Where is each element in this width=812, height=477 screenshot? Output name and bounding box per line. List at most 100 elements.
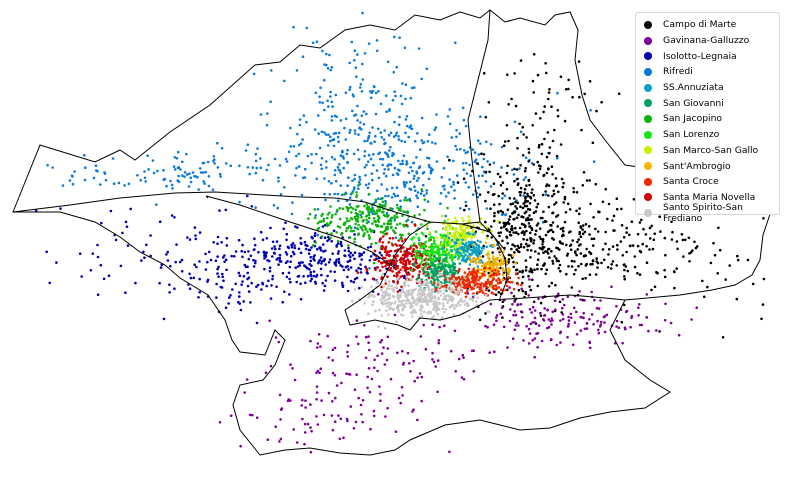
listing-point	[384, 265, 387, 268]
listing-point	[337, 260, 341, 263]
listing-point	[450, 297, 453, 300]
listing-point	[355, 205, 359, 208]
legend-label: Santo Spirito-San Frediano	[663, 202, 743, 225]
listing-point	[417, 280, 421, 284]
listing-point	[418, 292, 421, 295]
listing-point	[453, 329, 457, 333]
listing-point	[259, 230, 263, 234]
listing-point	[321, 49, 324, 53]
listing-point	[384, 228, 388, 232]
listing-point	[438, 273, 442, 277]
listing-point	[425, 285, 429, 289]
listing-point	[461, 238, 464, 242]
listing-point	[633, 265, 637, 269]
listing-point	[323, 223, 327, 227]
listing-point	[459, 236, 462, 240]
listing-point	[562, 303, 566, 307]
listing-point	[483, 267, 486, 270]
listing-point	[444, 234, 448, 238]
listing-point	[677, 333, 681, 337]
listing-point	[461, 106, 465, 110]
listing-point	[395, 259, 398, 263]
listing-point	[488, 170, 491, 174]
listing-point	[405, 199, 409, 202]
listing-point	[623, 277, 626, 281]
listing-point	[408, 301, 411, 305]
listing-point	[408, 262, 411, 266]
listing-point	[461, 228, 465, 231]
listing-point	[487, 191, 490, 194]
listing-point	[482, 153, 486, 156]
listing-point	[301, 417, 304, 421]
listing-point	[330, 100, 334, 104]
listing-point	[442, 292, 445, 295]
listing-point	[121, 231, 124, 235]
listing-point	[508, 215, 512, 218]
listing-point	[427, 274, 431, 278]
boundary-isolotto-east	[205, 195, 209, 199]
listing-point	[579, 235, 583, 238]
listing-point	[468, 288, 471, 292]
listing-point	[516, 177, 519, 181]
listing-point	[526, 248, 529, 252]
listing-point	[84, 166, 87, 169]
listing-point	[336, 252, 340, 255]
listing-point	[615, 207, 619, 211]
listing-point	[415, 194, 418, 197]
listing-point	[424, 263, 428, 267]
listing-point	[173, 156, 177, 159]
listing-point	[600, 100, 603, 104]
listing-point	[373, 295, 376, 298]
listing-point	[607, 253, 610, 256]
listing-point	[346, 209, 350, 212]
listing-point	[461, 162, 465, 165]
listing-point	[736, 258, 740, 262]
listing-point	[356, 271, 360, 275]
listing-point	[353, 288, 357, 291]
listing-point	[411, 254, 414, 257]
listing-point	[655, 329, 658, 332]
listing-point	[498, 234, 501, 238]
listing-point	[366, 186, 370, 190]
listing-point	[365, 163, 368, 167]
listing-point	[689, 250, 693, 254]
listing-point	[447, 299, 450, 302]
listing-point	[385, 212, 389, 215]
listing-point	[313, 208, 317, 211]
listing-point	[461, 235, 465, 238]
listing-point	[538, 167, 542, 171]
listing-point	[350, 191, 354, 195]
listing-point	[464, 283, 468, 286]
listing-point	[375, 266, 379, 269]
listing-point	[310, 235, 314, 239]
listing-point	[434, 142, 437, 145]
listing-point	[559, 75, 563, 78]
listing-point	[398, 258, 402, 262]
listing-point	[401, 239, 404, 243]
listing-point	[290, 243, 293, 247]
listing-point	[267, 163, 270, 167]
listing-point	[357, 232, 361, 235]
listing-point	[364, 227, 368, 231]
listing-point	[253, 248, 256, 251]
listing-point	[389, 222, 393, 225]
listing-point	[48, 281, 51, 285]
listing-point	[352, 95, 355, 98]
listing-point	[604, 230, 607, 234]
listing-point	[269, 226, 272, 230]
listing-point	[438, 271, 442, 275]
listing-point	[83, 178, 87, 182]
listing-point	[415, 246, 419, 249]
listing-point	[313, 232, 317, 235]
listing-point	[336, 166, 340, 169]
listing-point	[508, 196, 512, 200]
listing-point	[501, 316, 504, 319]
listing-point	[375, 49, 379, 53]
listing-point	[300, 404, 304, 407]
listing-point	[427, 267, 431, 271]
listing-point	[319, 367, 323, 371]
listing-point	[395, 286, 399, 289]
listing-point	[432, 281, 436, 285]
listing-point	[315, 275, 318, 278]
listing-point	[492, 273, 496, 276]
